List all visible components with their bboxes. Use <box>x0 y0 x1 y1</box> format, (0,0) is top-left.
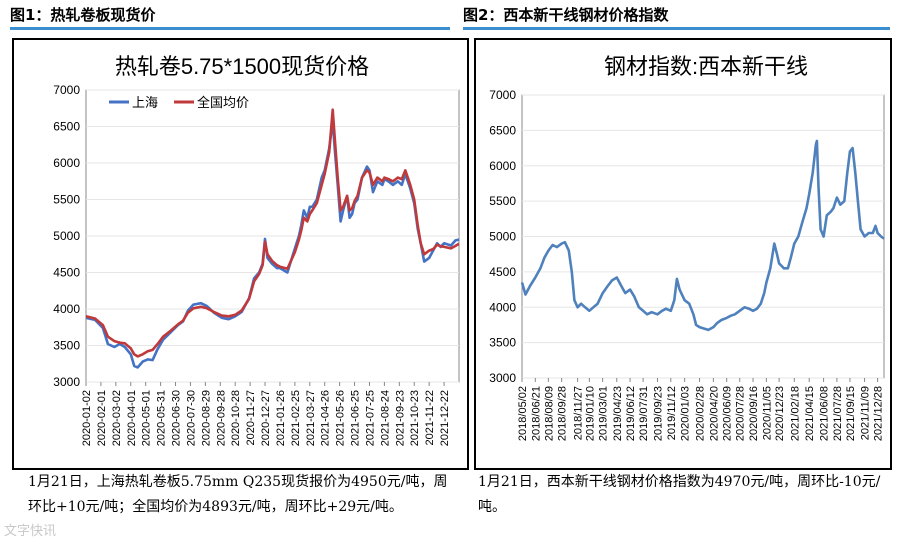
y-tick-label: 6000 <box>53 156 80 170</box>
x-tick-label: 2020-01-02 <box>81 390 93 446</box>
x-tick-label: 2020-05-31 <box>156 390 168 446</box>
chart2-title: 钢材指数:西本新干线 <box>604 54 808 79</box>
x-tick-label: 2020/04/20 <box>708 386 720 441</box>
x-tick-label: 2019/06/12 <box>625 386 637 441</box>
y-tick-label: 7000 <box>489 88 516 102</box>
x-tick-label: 2019/01/10 <box>584 386 596 441</box>
right-caption: 1月21日，西本新干线钢材价格指数为4970元/吨，周环比-10元/吨。 <box>478 474 881 515</box>
y-tick-label: 4000 <box>53 302 80 316</box>
figure1-rule <box>10 27 450 30</box>
y-tick-label: 4000 <box>489 300 516 314</box>
series-line-1 <box>520 139 885 332</box>
y-tick-label: 4500 <box>489 265 516 279</box>
x-tick-label: 2020-12-27 <box>260 390 272 446</box>
x-tick-label: 2019/03/01 <box>598 386 610 441</box>
y-tick-label: 3500 <box>53 339 80 353</box>
series-line-1 <box>85 119 460 369</box>
x-tick-label: 2020-10-28 <box>230 390 242 446</box>
hrc-price-chart-panel: 热轧卷5.75*1500现货价格 3000 3500 4000 4500 5000 550… <box>12 38 469 470</box>
x-tick-label: 2021-04-26 <box>320 390 332 446</box>
y-tick-label: 3000 <box>53 375 80 389</box>
y-tick-label: 5500 <box>489 194 516 208</box>
x-tick-label: 2020-11-27 <box>245 390 257 445</box>
legend-national-label: 全国均价 <box>197 95 249 110</box>
hrc-price-chart: 热轧卷5.75*1500现货价格 3000 3500 4000 4500 5000 550… <box>53 54 460 446</box>
x-tick-label: 2019/07/31 <box>638 386 650 441</box>
steel-index-chart: 钢材指数:西本新干线 3000 3500 4000 4500 5000 5500 6000 6… <box>489 54 885 441</box>
y-tick-label: 3000 <box>489 371 516 385</box>
x-tick-label: 2019/09/23 <box>652 386 664 441</box>
steel-index-chart-panel: 钢材指数:西本新干线 3000 3500 4000 4500 5000 5500 6000 6… <box>474 38 892 470</box>
watermark: 文字快讯 <box>4 524 57 539</box>
x-tick-label: 2021/09/15 <box>845 386 857 441</box>
x-tick-label: 2021-02-25 <box>290 390 302 446</box>
chart1-title: 热轧卷5.75*1500现货价格 <box>115 54 369 79</box>
x-tick-label: 2021-09-23 <box>394 390 406 446</box>
x-tick-label: 2018/11/27 <box>573 386 585 440</box>
x-tick-label: 2021-10-23 <box>409 390 421 446</box>
x-tick-label: 2020/07/28 <box>735 386 747 441</box>
y-tick-label: 3500 <box>489 336 516 350</box>
x-tick-label: 2021/11/09 <box>860 386 872 440</box>
x-tick-label: 2020-05-01 <box>141 390 153 446</box>
figure1-label: 图1：热轧卷板现货价 <box>10 6 156 24</box>
x-tick-label: 2021/07/28 <box>832 386 844 441</box>
series-line-2 <box>85 108 460 358</box>
legend-shanghai-label: 上海 <box>132 95 158 110</box>
y-tick-label: 5000 <box>53 229 80 243</box>
x-tick-label: 2020-08-29 <box>200 390 212 446</box>
x-tick-label: 2019/04/23 <box>612 386 624 441</box>
x-tick-label: 2021-12-22 <box>439 390 451 446</box>
x-tick-label: 2020/09/16 <box>748 386 760 441</box>
x-tick-label: 2021-05-26 <box>335 390 347 446</box>
x-tick-label: 2018/08/09 <box>543 386 555 441</box>
x-tick-label: 2019/11/12 <box>666 386 678 440</box>
y-tick-label: 6000 <box>489 159 516 173</box>
x-tick-label: 2020-07-30 <box>185 390 197 446</box>
x-tick-label: 2018/09/28 <box>557 386 569 441</box>
x-tick-label: 2020-03-02 <box>111 390 123 446</box>
figure2-label: 图2：西本新干线钢材价格指数 <box>463 6 669 24</box>
x-tick-label: 2021-08-24 <box>379 390 391 446</box>
x-tick-label: 2021-06-25 <box>350 390 362 446</box>
figure2-rule <box>463 27 890 30</box>
x-tick-label: 2020/12/23 <box>774 386 786 441</box>
x-tick-label: 2018/06/21 <box>530 386 542 441</box>
left-caption: 1月21日，上海热轧卷板5.75mm Q235现货报价为4950元/吨，周环比+… <box>28 474 448 515</box>
x-tick-label: 2020/06/09 <box>722 386 734 441</box>
x-tick-label: 2018/05/02 <box>517 386 529 441</box>
x-tick-label: 2020-09-28 <box>215 390 227 446</box>
x-tick-label: 2020/11/05 <box>761 386 773 440</box>
x-tick-label: 2020/02/28 <box>695 386 707 441</box>
x-tick-label: 2021/12/28 <box>873 386 885 441</box>
x-tick-label: 2021/04/15 <box>804 386 816 441</box>
x-tick-label: 2021-07-25 <box>364 390 376 446</box>
x-tick-label: 2021/06/08 <box>819 386 831 441</box>
x-tick-label: 2020-06-30 <box>171 390 183 446</box>
x-tick-label: 2021/02/18 <box>789 386 801 441</box>
y-tick-label: 6500 <box>53 120 80 134</box>
x-tick-label: 2020-02-01 <box>96 390 108 446</box>
x-tick-label: 2020/01/03 <box>680 386 692 441</box>
y-tick-label: 5500 <box>53 193 80 207</box>
x-tick-label: 2021-01-26 <box>275 390 287 446</box>
y-tick-label: 7000 <box>53 83 80 97</box>
y-tick-label: 5000 <box>489 230 516 244</box>
x-tick-label: 2021-03-27 <box>305 390 317 446</box>
y-tick-label: 6500 <box>489 123 516 137</box>
x-tick-label: 2020-04-01 <box>126 390 138 446</box>
x-tick-label: 2021-11-22 <box>424 390 436 445</box>
y-tick-label: 4500 <box>53 266 80 280</box>
